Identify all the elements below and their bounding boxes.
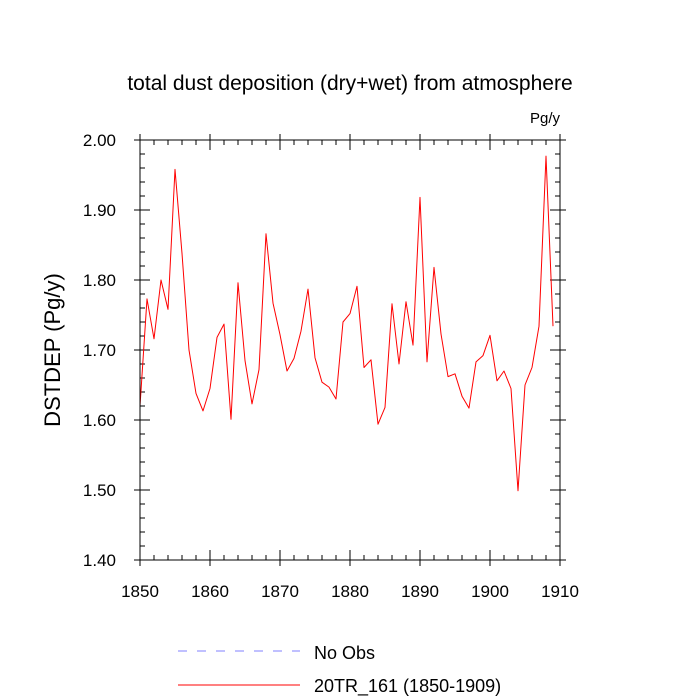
minor-ticks — [140, 140, 560, 560]
y-axis-label: DSTDEP (Pg/y) — [40, 273, 65, 427]
x-tick-label: 1890 — [401, 582, 439, 601]
plot-area — [134, 134, 566, 566]
y-tick-labels: 1.40 1.50 1.60 1.70 1.80 1.90 2.00 — [83, 131, 116, 570]
y-tick-label: 1.40 — [83, 551, 116, 570]
units-label: Pg/y — [530, 110, 561, 127]
legend-label-20tr-161: 20TR_161 (1850-1909) — [314, 676, 501, 697]
x-tick-label: 1870 — [261, 582, 299, 601]
y-tick-label: 2.00 — [83, 131, 116, 150]
x-tick-label: 1880 — [331, 582, 369, 601]
x-tick-label: 1850 — [121, 582, 159, 601]
x-tick-label: 1910 — [541, 582, 579, 601]
legend-entry-20tr-161: 20TR_161 (1850-1909) — [178, 676, 501, 697]
plot-frame — [139, 139, 561, 561]
y-tick-label: 1.80 — [83, 271, 116, 290]
legend-entry-no-obs: No Obs — [178, 643, 375, 663]
y-tick-label: 1.50 — [83, 481, 116, 500]
x-tick-label: 1860 — [191, 582, 229, 601]
y-tick-label: 1.70 — [83, 341, 116, 360]
y-tick-label: 1.60 — [83, 411, 116, 430]
legend: No Obs 20TR_161 (1850-1909) — [178, 643, 501, 697]
series-layer — [139, 155, 554, 492]
x-tick-labels: 1850 1860 1870 1880 1890 1900 1910 — [121, 582, 579, 601]
major-ticks — [134, 134, 566, 566]
series-line-1 — [139, 155, 554, 492]
legend-label-no-obs: No Obs — [314, 643, 375, 663]
y-tick-label: 1.90 — [83, 201, 116, 220]
x-tick-label: 1900 — [471, 582, 509, 601]
chart-title: total dust deposition (dry+wet) from atm… — [127, 72, 572, 95]
